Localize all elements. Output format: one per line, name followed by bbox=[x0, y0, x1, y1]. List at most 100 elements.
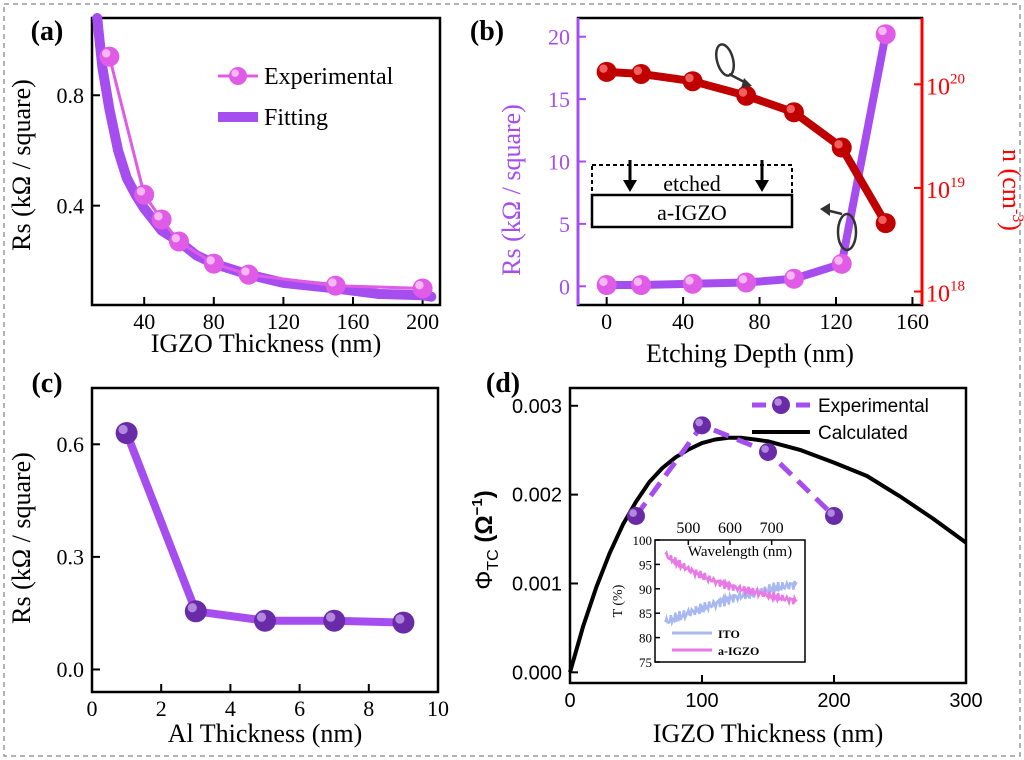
x-tick-label: 200 bbox=[817, 690, 850, 712]
experimental-point bbox=[412, 278, 433, 299]
y-tick-label: 20 bbox=[548, 25, 570, 50]
panel-label-c: (c) bbox=[31, 368, 62, 399]
inset-legend-igzo-label: a-IGZO bbox=[718, 644, 759, 658]
x-axis-title-c: Al Thickness (nm) bbox=[168, 719, 363, 748]
panel-label-d: (d) bbox=[486, 368, 520, 399]
y-tick-label: 15 bbox=[548, 87, 570, 112]
x-tick-label: 40 bbox=[672, 309, 694, 334]
inset-y-tick-label: 95 bbox=[639, 557, 652, 572]
inset-x-tick-label: 500 bbox=[676, 520, 700, 537]
calculated-curve bbox=[568, 435, 968, 673]
y-tick-label: 0.0 bbox=[57, 657, 85, 682]
rs-point bbox=[682, 273, 703, 294]
arrowhead-indicator-n bbox=[741, 78, 752, 88]
axes-frame bbox=[90, 16, 442, 307]
experimental-dashed-line bbox=[633, 422, 836, 518]
experimental-point bbox=[325, 275, 346, 296]
panel-d: 0 100 200 300 0.000 0.001 0.002 0.003(d) IGZO Th… bbox=[469, 368, 983, 748]
inset-etched-label: etched bbox=[663, 171, 720, 196]
rs-point-c bbox=[115, 422, 138, 445]
rs-point-c bbox=[184, 600, 207, 623]
experimental-point-d bbox=[759, 442, 777, 461]
legend-calculated-label: Calculated bbox=[818, 423, 908, 444]
inset-x-tick-label: 700 bbox=[760, 520, 784, 537]
x-tick-label: 300 bbox=[949, 690, 982, 712]
y-tick-label: 0.001 bbox=[512, 573, 562, 595]
panel-b: 0 40 80 120 160 0 5 10 15 20 1018 1019 1020 (b) Etchin… bbox=[470, 16, 1024, 368]
y-tick-label: 0.3 bbox=[57, 545, 85, 570]
rs-point-c bbox=[323, 609, 346, 632]
x-tick-label: 80 bbox=[749, 309, 771, 334]
y-axis-title-b: Rs (kΩ / square) bbox=[497, 104, 526, 276]
panel-c: 0 2 4 6 8 10 0.0 0.3 0.6 (c) Al Thickness (nm) Rs (… bbox=[7, 368, 449, 748]
x-tick-label: 0 bbox=[601, 309, 612, 334]
carrier-point bbox=[736, 85, 757, 106]
rs-point bbox=[875, 24, 896, 45]
x-tick-label: 2 bbox=[156, 696, 167, 721]
inset-x-axis-title: Wavelength (nm) bbox=[688, 544, 792, 560]
legend-experimental-label-d: Experimental bbox=[818, 396, 929, 417]
inset-y-tick-label: 85 bbox=[639, 606, 652, 621]
carrier-point bbox=[783, 102, 804, 123]
panel-label-a: (a) bbox=[31, 16, 64, 47]
arrowhead-indicator-rs bbox=[820, 203, 830, 216]
experimental-point bbox=[151, 209, 172, 230]
ellipse-indicator-rs bbox=[836, 212, 858, 252]
x-tick-label: 160 bbox=[896, 309, 929, 334]
x-tick-label: 160 bbox=[337, 309, 370, 334]
x-tick-label: 120 bbox=[820, 309, 853, 334]
y-tick-label: 0.6 bbox=[57, 432, 85, 457]
y-tick-label: 0.4 bbox=[57, 193, 85, 218]
experimental-point bbox=[203, 253, 224, 274]
inset-y-tick-label: 75 bbox=[639, 655, 652, 670]
rs-point-c bbox=[392, 611, 415, 634]
rs-point bbox=[831, 253, 852, 274]
x-tick-label: 40 bbox=[133, 309, 155, 334]
right-tick-label: 1018 bbox=[926, 279, 965, 308]
x-tick-label: 0 bbox=[87, 696, 98, 721]
inset-y-axis-title: T (%) bbox=[611, 584, 626, 617]
inset-igzo-layer bbox=[590, 193, 794, 229]
y-tick-label: 0.000 bbox=[512, 662, 562, 684]
right-tick-label: 1019 bbox=[926, 175, 965, 204]
y-tick-label: 0 bbox=[559, 274, 570, 299]
rs-point bbox=[736, 272, 757, 293]
inset-legend-ito-label: ITO bbox=[718, 627, 740, 641]
right-axis-title-b: n (cm-3) bbox=[997, 149, 1024, 231]
x-tick-label: 8 bbox=[363, 696, 374, 721]
inset-arrow-head bbox=[623, 180, 637, 192]
rs-point bbox=[783, 268, 804, 289]
experimental-point-d bbox=[627, 506, 645, 525]
x-axis-title-b: Etching Depth (nm) bbox=[646, 339, 854, 368]
y-axis-title-a: Rs (kΩ / square) bbox=[7, 79, 36, 251]
y-tick-label: 10 bbox=[548, 150, 570, 175]
x-tick-label: 0 bbox=[564, 690, 575, 712]
experimental-point bbox=[99, 46, 120, 67]
y-tick-label: 0.003 bbox=[512, 396, 562, 418]
carrier-point bbox=[831, 137, 852, 158]
experimental-point-d bbox=[825, 506, 843, 525]
x-tick-label: 200 bbox=[406, 309, 439, 334]
igzo-transmittance-curve bbox=[664, 550, 798, 607]
ito-transmittance-curve bbox=[664, 579, 798, 627]
x-tick-label: 4 bbox=[225, 696, 236, 721]
panel-a: 40 80 120 160 200 0.4 0.8 (a) IGZO Thickness (nm… bbox=[7, 13, 442, 358]
y-tick-label: 0.002 bbox=[512, 485, 562, 507]
inset-igzo-label: a-IGZO bbox=[657, 200, 727, 225]
carrier-point bbox=[875, 213, 896, 234]
y-tick-label: 5 bbox=[559, 212, 570, 237]
legend-fitting-label: Fitting bbox=[264, 105, 328, 131]
inset-y-tick-label: 80 bbox=[639, 631, 652, 646]
panel-label-b: (b) bbox=[470, 16, 504, 47]
right-tick-label: 1020 bbox=[926, 71, 965, 100]
rs-point bbox=[631, 275, 652, 296]
x-tick-label: 80 bbox=[203, 309, 225, 334]
rs-point-c bbox=[254, 609, 276, 632]
y-tick-label: 0.8 bbox=[57, 83, 85, 108]
axes-frame bbox=[568, 386, 968, 685]
x-tick-label: 6 bbox=[294, 696, 305, 721]
inset-x-tick-label: 600 bbox=[718, 520, 742, 537]
y-axis-title-d: ΦTC (Ω−1) bbox=[469, 490, 502, 590]
experimental-point bbox=[134, 184, 155, 205]
